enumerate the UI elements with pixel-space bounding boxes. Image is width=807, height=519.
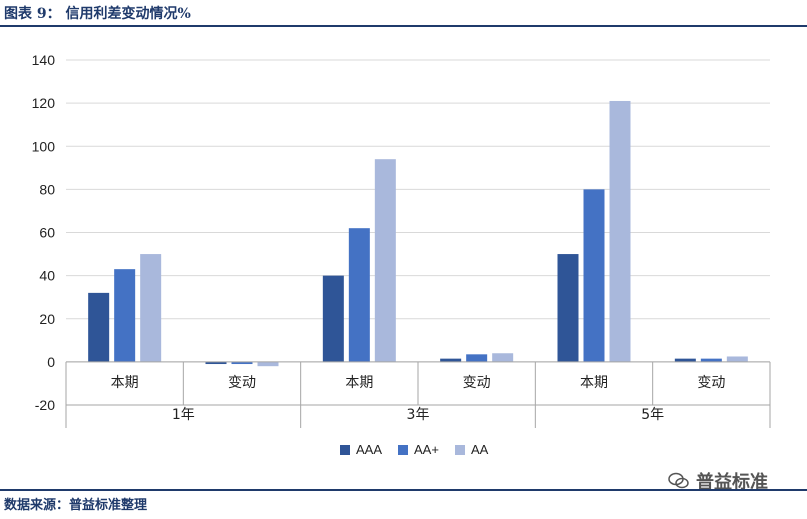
bar-AA+-2 (348, 228, 370, 362)
bars (88, 100, 748, 367)
legend-label: AA+ (414, 442, 439, 457)
bar-AAA-1 (205, 361, 227, 365)
category-label: 本期 (580, 375, 608, 391)
bar-AA-2 (374, 159, 396, 362)
category-label: 本期 (111, 375, 139, 391)
legend-item: AAA (340, 442, 382, 457)
category-label: 变动 (697, 375, 725, 391)
bar-AAA-0 (88, 292, 110, 362)
bar-AA-5 (726, 356, 748, 362)
source-note: 数据来源：普益标准整理 (4, 498, 148, 513)
axes (65, 361, 771, 428)
y-tick-label: -20 (35, 397, 55, 413)
category-label: 本期 (345, 375, 373, 391)
bar-AAA-4 (557, 254, 579, 362)
legend-item: AA (454, 442, 489, 457)
bar-AAA-5 (674, 358, 696, 362)
figure-title: 图表 9： 信用利差变动情况% (4, 6, 191, 22)
bar-chart: 140 120 100 80 60 40 20 0 -20 本期 变动 本期 变动 本期 变动 1年 3年 5年 (32, 52, 771, 428)
legend-label: AA (470, 442, 489, 457)
y-tick-label: 80 (39, 181, 55, 197)
y-tick-label: 20 (39, 311, 55, 327)
bar-AAA-3 (440, 358, 462, 362)
y-tick-label: 0 (47, 354, 55, 370)
group-label: 3年 (407, 407, 430, 423)
bar-AA-4 (609, 100, 631, 362)
y-tick-label: 140 (32, 52, 56, 68)
group-label: 1年 (172, 407, 195, 423)
category-label: 变动 (228, 375, 256, 391)
bar-AA+-0 (114, 269, 136, 362)
bar-AA+-1 (231, 361, 253, 365)
y-tick-label: 40 (39, 268, 55, 284)
legend-label: AAA (356, 442, 383, 457)
legend-item: AA+ (398, 442, 439, 457)
legend-swatch (454, 444, 465, 455)
legend: AAA AA+ AA (340, 442, 488, 457)
bottom-rule (0, 489, 807, 491)
bar-AA-3 (492, 353, 514, 362)
bar-AA+-4 (583, 189, 605, 362)
y-tick-label: 60 (39, 225, 55, 241)
watermark-text: 普益标准 (696, 472, 768, 493)
watermark: 普益标准 (668, 468, 768, 494)
group-label: 5年 (641, 407, 664, 423)
legend-swatch (398, 444, 409, 455)
bar-AA+-5 (700, 358, 722, 362)
gridlines (66, 59, 770, 406)
bar-AA-1 (257, 361, 279, 367)
bar-AAA-2 (322, 275, 344, 362)
category-label: 变动 (463, 375, 491, 391)
bar-AA-0 (140, 254, 162, 362)
top-rule (0, 25, 807, 27)
wechat-icon (668, 472, 689, 489)
y-tick-label: 100 (32, 138, 56, 154)
category-labels: 本期 变动 本期 变动 本期 变动 1年 3年 5年 (111, 375, 726, 423)
bar-AA+-3 (466, 354, 488, 362)
y-tick-label: 120 (32, 95, 56, 111)
y-axis-ticks: 140 120 100 80 60 40 20 0 -20 (32, 52, 56, 413)
legend-swatch (340, 444, 350, 455)
